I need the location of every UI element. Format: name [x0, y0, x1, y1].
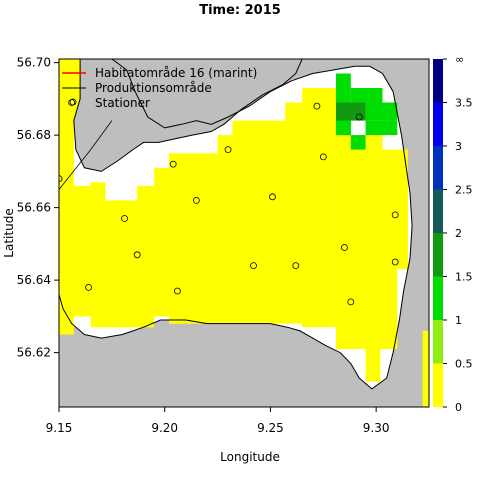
- station-marker: [391, 258, 399, 266]
- station-marker: [269, 193, 276, 201]
- station-marker: [192, 196, 200, 204]
- colorbar-tick-label: ∞: [455, 53, 464, 66]
- station-marker: [292, 262, 300, 270]
- legend-label-production: Produktionsområde: [95, 81, 212, 95]
- station-marker: [347, 298, 355, 306]
- y-tick-label: 56.70: [17, 56, 51, 70]
- station-marker: [85, 283, 92, 291]
- y-tick-label: 56.68: [17, 128, 51, 142]
- colorbar-tick-label: 1: [455, 314, 462, 327]
- heatmap-cell: [365, 135, 383, 349]
- colorbar-bin: [433, 146, 443, 190]
- heatmap-cell: [154, 167, 169, 317]
- legend-marker-stations: [69, 98, 77, 106]
- heatmap-cell: [397, 149, 408, 270]
- colorbar-tick-label: 0.5: [455, 358, 473, 371]
- heatmap-cell: [59, 77, 74, 186]
- x-axis: 9.15 9.20 9.25 9.30: [46, 407, 390, 435]
- y-tick-label: 56.62: [17, 346, 51, 360]
- heatmap-cell: [137, 185, 155, 328]
- y-axis: 56.62 56.64 56.66 56.68 56.70: [17, 56, 59, 360]
- plot-area: [59, 59, 429, 407]
- colorbar-bin: [433, 189, 443, 233]
- figure-title: Time: 2015: [199, 3, 281, 18]
- heatmap-cell: [336, 120, 351, 136]
- colorbar-tick-label: 3: [455, 140, 462, 153]
- colorbar-tick-label: 3.5: [455, 97, 473, 110]
- station-marker: [319, 153, 327, 161]
- inner-land: [73, 59, 303, 172]
- heatmap-cell: [90, 182, 106, 328]
- x-axis-label: Longitude: [220, 450, 280, 464]
- heatmap-cell: [365, 102, 383, 121]
- colorbar-bin: [433, 59, 443, 103]
- heatmap-cells: [59, 59, 429, 407]
- x-tick-label: 9.15: [46, 421, 73, 435]
- y-tick-label: 56.66: [17, 201, 51, 215]
- colorbar-tick-label: 2: [455, 227, 462, 240]
- station-marker: [355, 113, 363, 121]
- station-marker: [224, 146, 232, 154]
- station-marker: [133, 251, 141, 259]
- colorbar-tick-label: 1.5: [455, 271, 473, 284]
- colorbar-tick-label: 0: [455, 401, 462, 414]
- station-marker: [313, 102, 321, 110]
- station-marker: [169, 160, 177, 168]
- legend-label-habitat: Habitatområde 16 (marint): [95, 66, 257, 80]
- heatmap-cell: [168, 153, 218, 324]
- heatmap-cell: [365, 120, 398, 136]
- station-marker: [121, 215, 128, 222]
- heatmap-cell: [302, 88, 336, 328]
- heatmap-cell: [105, 200, 138, 328]
- station-marker: [250, 262, 257, 270]
- heatmap-cell: [382, 102, 398, 121]
- legend: Habitatområde 16 (marint) Produktionsomr…: [62, 66, 257, 110]
- y-tick-label: 56.64: [17, 273, 51, 287]
- colorbar-bin: [433, 276, 443, 320]
- heatmap-cell: [336, 135, 351, 150]
- production-area-line: [59, 120, 113, 190]
- x-tick-label: 9.20: [151, 421, 178, 435]
- colorbar-bin: [433, 363, 443, 407]
- plot-frame: [58, 58, 430, 408]
- heatmap-cell: [217, 135, 233, 324]
- station-marker: [59, 175, 63, 182]
- heatmap-cell: [350, 135, 366, 150]
- heatmap-cell: [365, 349, 381, 382]
- heatmap-cell: [285, 102, 303, 324]
- legend-label-stations: Stationer: [95, 96, 150, 110]
- x-tick-label: 9.30: [363, 421, 390, 435]
- heatmap-cell: [336, 135, 366, 349]
- colorbar-bin: [433, 102, 443, 146]
- station-marker: [173, 287, 181, 295]
- heatmap-cell: [382, 149, 398, 349]
- colorbar-bin: [433, 320, 443, 364]
- colorbar-tick-label: 2.5: [455, 184, 473, 197]
- coastline: [59, 59, 413, 390]
- station-marker: [391, 211, 399, 219]
- colorbar-bin: [433, 233, 443, 277]
- colorbar: 0 0.5 1 1.5 2 2.5 3 3.5 ∞: [433, 53, 473, 414]
- heatmap-cell: [232, 120, 286, 324]
- x-tick-label: 9.25: [257, 421, 284, 435]
- station-marker: [340, 244, 348, 251]
- heatmap-cell: [422, 330, 429, 407]
- y-axis-label: Latitude: [2, 208, 16, 257]
- heatmap-cell: [350, 88, 383, 103]
- heatmap-cell: [69, 185, 91, 317]
- heatmap-cell: [336, 102, 366, 121]
